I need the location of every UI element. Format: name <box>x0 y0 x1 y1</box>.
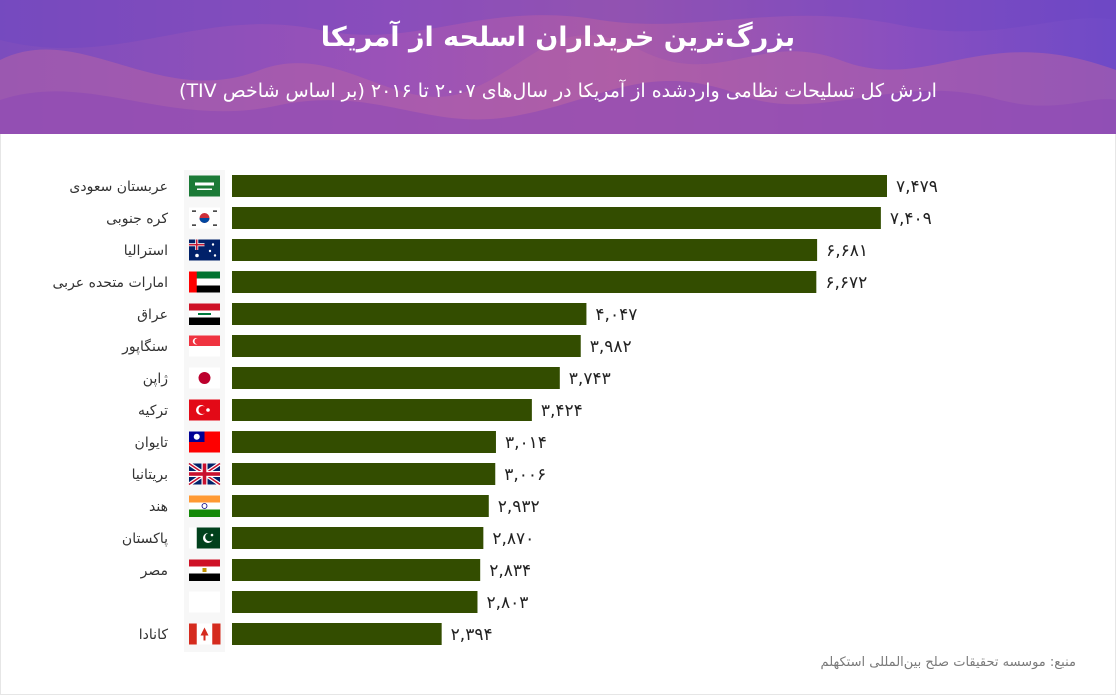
data-label: ۷,۴۰۹ <box>890 209 932 229</box>
bar <box>232 207 881 229</box>
blank-flag-icon <box>189 591 220 613</box>
canada-flag-icon <box>189 623 221 645</box>
category-label: بریتانیا <box>132 467 168 483</box>
bar-chart: عربستان سعودی ۷,۴۷۹ کره جنوبی ۷,۴۰۹ استرالیا… <box>53 170 938 652</box>
header-wave-decoration <box>0 0 1116 134</box>
category-label: پاکستان <box>122 531 168 547</box>
category-label: ژاپن <box>143 371 168 387</box>
pakistan-flag-icon <box>189 527 220 549</box>
data-label: ۲,۸۳۴ <box>489 561 531 581</box>
turkey-flag-icon <box>189 399 220 421</box>
saudi-arabia-flag-icon <box>189 175 220 197</box>
category-label: عراق <box>137 307 168 323</box>
chart-title: بزرگ‌ترین خریداران اسلحه از آمریکا <box>320 22 796 53</box>
uk-flag-icon <box>187 461 222 487</box>
data-label: ۳,۰۱۴ <box>505 433 547 453</box>
bar <box>232 463 496 485</box>
bar <box>232 303 587 325</box>
header-banner: بزرگ‌ترین خریداران اسلحه از آمریکا ارزش … <box>0 0 1116 134</box>
japan-flag-icon <box>189 367 220 389</box>
data-label: ۷,۴۷۹ <box>896 177 938 197</box>
bar <box>232 175 887 197</box>
category-label: عربستان سعودی <box>69 179 168 195</box>
category-label: ترکیه <box>138 403 168 419</box>
category-label: کره جنوبی <box>106 211 168 227</box>
data-label: ۳,۴۲۴ <box>541 401 583 421</box>
bar <box>232 367 560 389</box>
category-label: استرالیا <box>124 243 168 259</box>
bar <box>232 559 481 581</box>
category-label: مصر <box>140 563 168 579</box>
data-label: ۶,۶۷۲ <box>825 273 867 293</box>
data-label: ۳,۹۸۲ <box>590 337 632 357</box>
bar <box>232 591 478 613</box>
category-label: کانادا <box>139 627 169 643</box>
bar <box>232 495 489 517</box>
bar <box>232 271 817 293</box>
category-label: امارات متحده عربی <box>53 275 168 291</box>
data-label: ۲,۳۹۴ <box>451 625 493 645</box>
data-label: ۳,۰۰۶ <box>504 465 546 485</box>
bar <box>232 399 532 421</box>
source-note: منبع: موسسه تحقیقات صلح بین‌المللی استکه… <box>820 655 1076 670</box>
category-label: هند <box>149 499 168 515</box>
south-korea-flag-icon <box>189 207 220 229</box>
category-label: سنگاپور <box>121 338 168 355</box>
bar <box>232 527 484 549</box>
data-label: ۶,۶۸۱ <box>826 241 868 261</box>
iraq-flag-icon <box>189 303 220 325</box>
egypt-flag-icon <box>189 559 220 581</box>
singapore-flag-icon <box>189 335 220 357</box>
bar <box>232 335 581 357</box>
data-label: ۲,۸۷۰ <box>492 529 534 549</box>
india-flag-icon <box>189 495 220 517</box>
uae-flag-icon <box>189 271 220 293</box>
data-label: ۲,۸۰۳ <box>486 593 528 613</box>
taiwan-flag-icon <box>189 431 220 453</box>
bar <box>232 623 442 645</box>
category-label: تایوان <box>135 435 169 451</box>
data-label: ۳,۷۴۳ <box>569 369 611 389</box>
bar <box>232 431 496 453</box>
chart-subtitle: ارزش کل تسلیحات نظامی واردشده از آمریکا … <box>179 80 937 102</box>
data-label: ۲,۹۳۲ <box>498 497 540 517</box>
australia-flag-icon <box>189 239 220 261</box>
bar <box>232 239 818 261</box>
data-label: ۴,۰۴۷ <box>595 305 637 325</box>
